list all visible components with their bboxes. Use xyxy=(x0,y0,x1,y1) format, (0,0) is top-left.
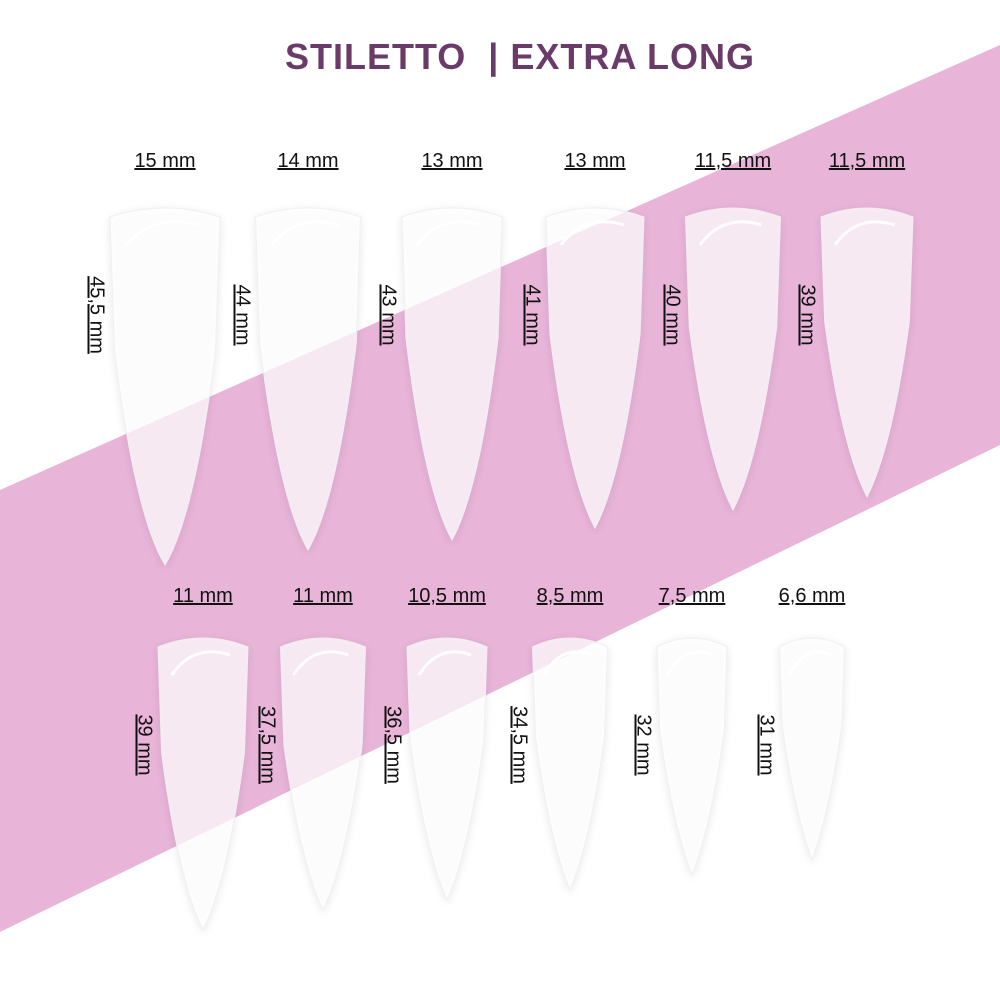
length-label: 31 mm xyxy=(755,714,777,776)
length-label: 39 mm xyxy=(133,714,156,776)
width-label: 11,5 mm xyxy=(694,150,772,172)
nail-tip xyxy=(545,207,645,530)
width-label: 11 mm xyxy=(173,585,233,607)
nail-tip xyxy=(656,637,728,877)
nail-highlight xyxy=(270,220,340,246)
length-label: 43 mm xyxy=(377,284,400,346)
nail-tip xyxy=(684,207,782,512)
width-label: 6,6 mm xyxy=(778,585,846,607)
length-label: 36,5 mm xyxy=(382,706,405,784)
nail-tip xyxy=(778,637,846,862)
nail-highlight xyxy=(666,650,714,676)
nail-highlight xyxy=(542,650,594,676)
nail-highlight xyxy=(170,650,231,676)
nail-tip xyxy=(406,637,488,902)
width-label: 13 mm xyxy=(421,150,483,172)
length-label: 41 mm xyxy=(521,284,544,346)
nail-tip xyxy=(279,637,367,912)
nail-highlight xyxy=(833,220,896,246)
nail-tip xyxy=(820,207,914,499)
length-label: 37,5 mm xyxy=(256,706,278,784)
nail-highlight xyxy=(417,650,472,676)
nail-tip xyxy=(401,207,503,542)
nail-highlight xyxy=(125,220,199,246)
nails xyxy=(109,207,914,932)
length-label: 34,5 mm xyxy=(508,706,530,784)
nail-tip xyxy=(157,637,249,932)
width-label: 15 mm xyxy=(134,150,196,172)
length-label: 32 mm xyxy=(632,714,655,776)
width-label: 11 mm xyxy=(293,585,353,607)
nail-highlight xyxy=(415,220,483,246)
nail-highlight xyxy=(787,650,833,676)
nail-highlight xyxy=(559,220,625,246)
width-label: 8,5 mm xyxy=(536,585,604,607)
length-label: 40 mm xyxy=(661,284,683,346)
nail-highlight xyxy=(698,220,762,246)
length-label: 45,5 mm xyxy=(85,276,108,354)
width-label: 10,5 mm xyxy=(408,585,486,607)
length-label: 44 mm xyxy=(231,284,253,346)
nail-tip xyxy=(109,207,221,566)
length-label: 39 mm xyxy=(796,284,819,346)
width-label: 14 mm xyxy=(277,150,339,172)
nail-highlight xyxy=(292,650,349,676)
width-label: 13 mm xyxy=(564,150,626,172)
width-label: 11,5 mm xyxy=(828,150,906,172)
width-label: 7,5 mm xyxy=(658,585,726,607)
nail-tip xyxy=(531,637,609,892)
title: STILETTO | EXTRA LONG xyxy=(284,36,756,77)
nail-tip xyxy=(254,207,362,552)
